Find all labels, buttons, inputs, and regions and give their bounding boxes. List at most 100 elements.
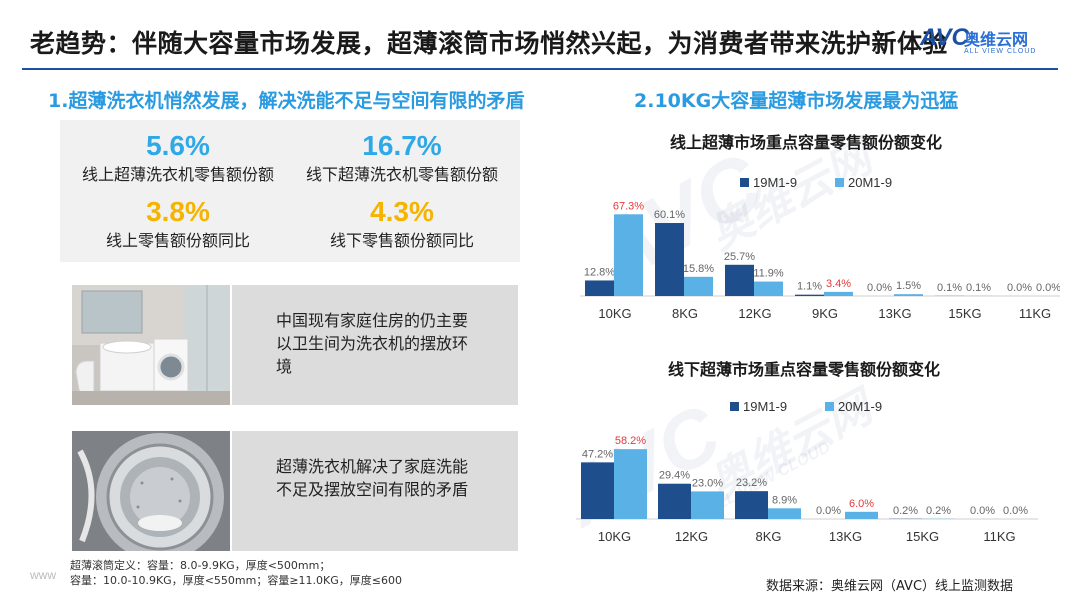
bar-series-b [845, 511, 878, 519]
bar-series-b [684, 276, 713, 296]
data-label: 6.0% [849, 498, 874, 510]
stat-label: 线下零售额份额同比 [329, 231, 474, 250]
footnote-definition: 容量：10.0-10.9KG，厚度<550mm；容量≥11.0KG，厚度≤600 [70, 574, 402, 587]
data-label: 47.2% [582, 448, 613, 460]
bar-series-b [824, 291, 853, 296]
bar-series-a [581, 462, 614, 519]
washer-drum-photo [72, 431, 230, 551]
chart-offline: 19M1-9 20M1-9 47.2%58.2% 10KG 29.4%23.0% 12KG… [576, 399, 1038, 544]
data-label: 8.9% [772, 494, 797, 506]
x-tick-label: 13KG [878, 306, 911, 321]
x-tick-label: 12KG [675, 529, 708, 544]
data-label: 23.0% [692, 477, 723, 489]
data-label: 58.2% [615, 435, 646, 447]
data-label: 23.2% [736, 477, 767, 489]
data-label: 0.2% [893, 505, 918, 517]
brand-name: 奥维云网 [964, 30, 1029, 49]
bar-series-b [614, 449, 647, 519]
data-label: 29.4% [659, 470, 690, 482]
bar-series-a [658, 483, 691, 519]
bar-series-a [725, 264, 754, 296]
stat-label: 线下超薄洗衣机零售额份额 [305, 165, 498, 184]
x-tick-label: 15KG [948, 306, 981, 321]
bathroom-photo [72, 285, 230, 405]
data-label: 3.4% [826, 278, 851, 290]
stat-value: 4.3% [370, 196, 434, 227]
bar-series-a [585, 280, 614, 296]
chart-title-offline: 线下超薄市场重点容量零售额份额变化 [668, 360, 941, 379]
data-source: 数据来源：奥维云网（AVC）线上监测数据 [766, 579, 1014, 594]
data-label: 15.8% [683, 263, 714, 275]
x-tick-label: 10KG [598, 529, 631, 544]
data-label: 0.1% [937, 282, 962, 294]
legend-label: 19M1-9 [753, 175, 797, 190]
stat-online-share: 5.6% 线上超薄洗衣机零售额份额 [68, 130, 288, 186]
chart-title-online: 线上超薄市场重点容量零售额份额变化 [670, 133, 943, 152]
page-title: 老趋势：伴随大容量市场发展，超薄滚筒市场悄然兴起，为消费者带来洗护新体验 [30, 29, 949, 58]
bar-series-b [768, 508, 801, 519]
bathroom-illustration [72, 285, 230, 405]
stat-label: 线上超薄洗衣机零售额份额 [81, 165, 274, 184]
legend-label: 19M1-9 [743, 399, 787, 414]
data-label: 0.0% [1036, 282, 1060, 294]
stat-online-yoy: 3.8% 线上零售额份额同比 [68, 196, 288, 252]
left-section-title: 1.超薄洗衣机悄然发展，解决洗能不足与空间有限的矛盾 [48, 90, 525, 112]
bar-series-b [691, 491, 724, 519]
data-label: 0.0% [1007, 282, 1032, 294]
x-tick-label: 11KG [983, 529, 1015, 544]
data-label: 1.1% [797, 281, 822, 293]
data-label: 1.5% [896, 280, 921, 292]
data-label: 67.3% [613, 200, 644, 212]
brand-logo: AVC 奥维云网 ALL VIEW CLOUD [920, 22, 1070, 66]
data-label: 0.0% [816, 505, 841, 517]
data-label: 0.2% [926, 505, 951, 517]
legend-swatch [730, 402, 739, 411]
x-tick-label: 10KG [598, 306, 631, 321]
legend-label: 20M1-9 [848, 175, 892, 190]
data-label: 11.9% [753, 268, 784, 280]
bar-series-b [894, 294, 923, 296]
x-tick-label: 13KG [829, 529, 862, 544]
legend-swatch [740, 178, 749, 187]
data-label: 0.1% [966, 282, 991, 294]
x-tick-label: 9KG [812, 306, 838, 321]
url-watermark: www [30, 568, 56, 582]
washer-drum-illustration [72, 431, 230, 551]
right-section-title: 2.10KG大容量超薄市场发展最为迅猛 [634, 90, 959, 112]
bar-series-a [795, 294, 824, 296]
x-tick-label: 12KG [738, 306, 771, 321]
title-divider [22, 68, 1058, 70]
stat-offline-yoy: 4.3% 线下零售额份额同比 [292, 196, 512, 252]
legend-swatch [825, 402, 834, 411]
data-label: 12.8% [584, 266, 615, 278]
legend-label: 20M1-9 [838, 399, 882, 414]
bar-series-a [655, 223, 684, 296]
bar-series-b [614, 214, 643, 296]
chart-online: 19M1-9 20M1-9 12.8% 67.3% 10KG 60.1% 15.8% 8KG 2… [580, 175, 1060, 321]
data-label: 0.0% [1003, 505, 1028, 517]
panel-text: 超薄洗衣机解决了家庭洗能不足及摆放空间有限的矛盾 [276, 457, 469, 499]
x-tick-label: 15KG [906, 529, 939, 544]
x-tick-label: 8KG [755, 529, 781, 544]
footnote-definition: 超薄滚筒定义：容量：8.0-9.9KG，厚度<500mm； [70, 559, 331, 572]
panel-text: 中国现有家庭住房的仍主要以卫生间为洗衣机的摆放环境 [276, 311, 469, 376]
stat-label: 线上零售额份额同比 [105, 231, 250, 250]
data-label: 60.1% [654, 209, 685, 221]
stats-box: 5.6% 线上超薄洗衣机零售额份额 16.7% 线下超薄洗衣机零售额份额 3.8… [60, 120, 520, 262]
stat-value: 16.7% [362, 130, 442, 161]
bathroom-text-panel: 中国现有家庭住房的仍主要以卫生间为洗衣机的摆放环境 [232, 285, 518, 405]
washer-text-panel: 超薄洗衣机解决了家庭洗能不足及摆放空间有限的矛盾 [232, 431, 518, 551]
stat-value: 5.6% [146, 130, 210, 161]
data-label: 0.0% [970, 505, 995, 517]
avc-logo-icon: AVC [920, 24, 969, 51]
stat-offline-share: 16.7% 线下超薄洗衣机零售额份额 [292, 130, 512, 186]
data-label: 0.0% [867, 282, 892, 294]
bar-series-b [754, 281, 783, 296]
brand-subtitle: ALL VIEW CLOUD [964, 48, 1037, 55]
x-tick-label: 11KG [1019, 306, 1051, 321]
x-tick-label: 8KG [672, 306, 698, 321]
bar-series-a [735, 491, 768, 519]
legend-swatch [835, 178, 844, 187]
data-label: 25.7% [724, 251, 755, 263]
stat-value: 3.8% [146, 196, 210, 227]
